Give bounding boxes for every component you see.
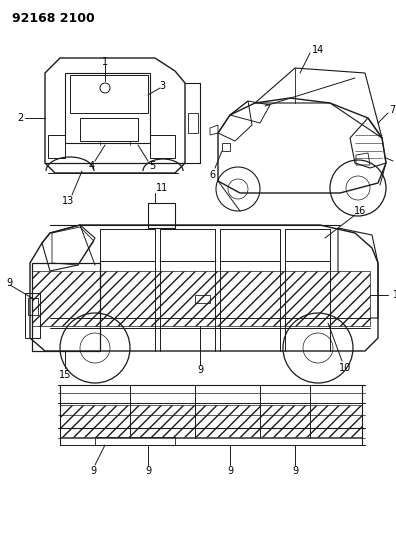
Text: 9: 9: [227, 466, 233, 476]
Text: 9: 9: [6, 278, 12, 288]
Text: 11: 11: [156, 183, 168, 193]
Text: 92168 2100: 92168 2100: [12, 12, 95, 25]
Text: 8: 8: [395, 158, 396, 168]
Polygon shape: [60, 405, 362, 437]
Text: 9: 9: [292, 466, 298, 476]
Text: 9: 9: [90, 466, 96, 476]
Text: 14: 14: [312, 45, 324, 55]
Text: 9: 9: [145, 466, 151, 476]
Polygon shape: [32, 271, 370, 326]
Text: 5: 5: [149, 161, 155, 171]
Text: 3: 3: [159, 81, 165, 91]
Text: 9: 9: [197, 365, 203, 375]
Text: 12: 12: [393, 290, 396, 300]
Text: 16: 16: [354, 206, 366, 216]
Text: 13: 13: [62, 196, 74, 206]
Text: 10: 10: [339, 363, 351, 373]
Text: 6: 6: [209, 170, 215, 180]
Text: 7: 7: [389, 105, 395, 115]
Text: 4: 4: [89, 161, 95, 171]
Text: 1: 1: [102, 57, 108, 67]
Text: 2: 2: [17, 113, 23, 123]
Text: 15: 15: [59, 370, 71, 380]
